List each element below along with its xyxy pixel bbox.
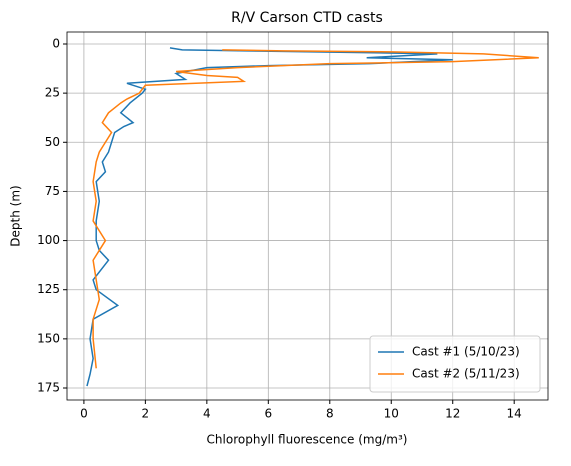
x-tick-label: 2	[142, 407, 150, 421]
x-tick-label: 14	[507, 407, 522, 421]
legend-label: Cast #1 (5/10/23)	[412, 345, 520, 359]
data-line	[86, 47, 453, 387]
legend-label: Cast #2 (5/11/23)	[412, 367, 520, 381]
y-tick-label: 150	[37, 331, 60, 345]
y-tick-label: 125	[37, 282, 60, 296]
x-tick-label: 4	[203, 407, 211, 421]
x-tick-label: 8	[326, 407, 334, 421]
y-tick-label: 175	[37, 381, 60, 395]
x-tick-label: 10	[384, 407, 399, 421]
y-tick-label: 100	[37, 233, 60, 247]
legend-box	[369, 335, 541, 393]
x-tick-label: 6	[264, 407, 272, 421]
y-tick-label: 75	[45, 184, 60, 198]
y-tick-label: 25	[45, 86, 60, 100]
x-tick-label: 12	[445, 407, 460, 421]
data-line	[92, 49, 539, 369]
x-axis-label: Chlorophyll fluorescence (mg/m³)	[207, 433, 408, 447]
y-tick-label: 50	[45, 135, 60, 149]
plot-frame	[66, 31, 549, 401]
x-tick-label: 0	[80, 407, 88, 421]
y-axis-label: Depth (m)	[9, 185, 23, 246]
y-tick-label: 0	[52, 36, 60, 50]
chart-title: R/V Carson CTD casts	[231, 10, 383, 26]
